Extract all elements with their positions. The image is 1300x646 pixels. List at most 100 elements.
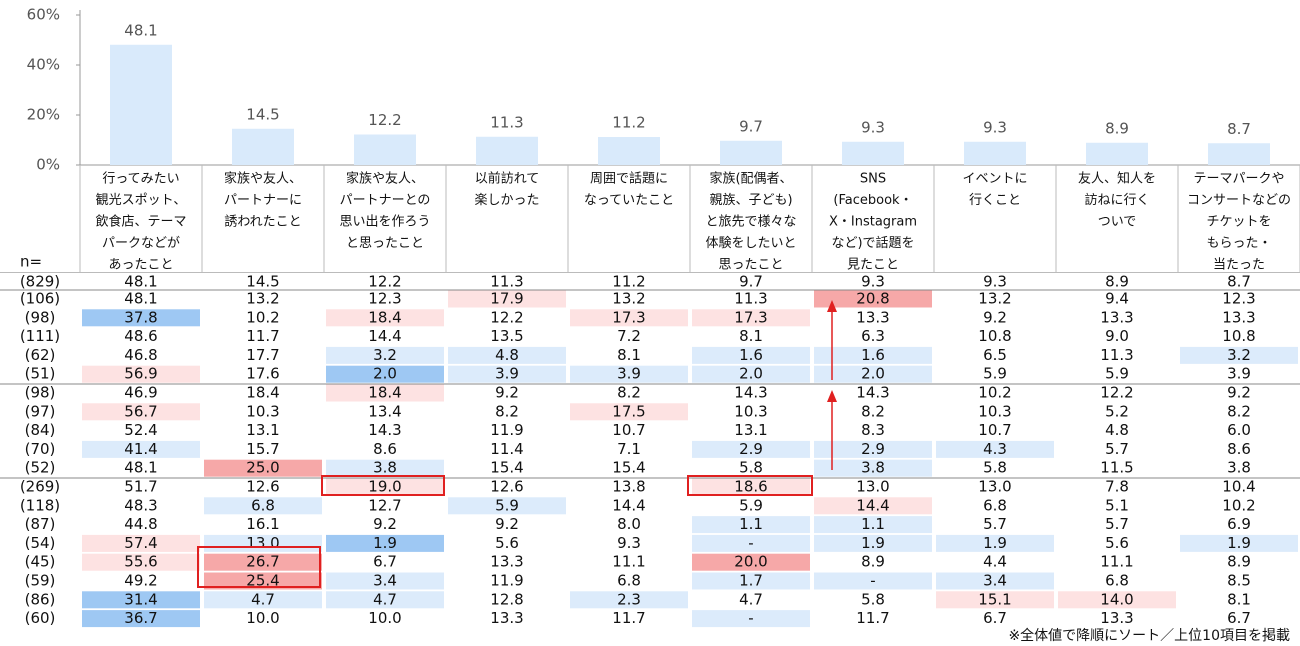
category-label: (Facebook・ — [833, 193, 912, 208]
cell: 25.4 — [246, 572, 279, 590]
total-cell: 11.3 — [490, 273, 523, 291]
cell: 56.7 — [124, 402, 157, 420]
total-cell: 11.2 — [612, 273, 645, 291]
cell: 15.7 — [246, 440, 279, 458]
cell: 13.3 — [1222, 308, 1255, 326]
cell-shade — [936, 572, 1054, 590]
cell-shade — [326, 591, 444, 609]
cell: 8.6 — [1227, 440, 1251, 458]
bar — [110, 44, 172, 165]
bar — [1208, 143, 1270, 165]
cell: 20.8 — [856, 290, 889, 308]
y-tick-label: 20% — [27, 106, 60, 124]
category-label: ついで — [1098, 215, 1137, 230]
category-label: チケットを — [1206, 215, 1271, 230]
cell-shade — [570, 309, 688, 327]
category-label: なっていたこと — [584, 193, 674, 208]
cell-shade — [82, 440, 200, 458]
cell: 5.7 — [1105, 515, 1129, 533]
cell-shade — [82, 534, 200, 552]
cell: 8.2 — [861, 402, 885, 420]
cell: 10.7 — [612, 421, 645, 439]
category-label: 思ったこと — [718, 258, 783, 273]
cell-shade — [692, 534, 810, 552]
cell: 8.9 — [861, 553, 885, 571]
cell-shade — [814, 365, 932, 383]
cell: 5.7 — [983, 515, 1007, 533]
row-n: (86) — [25, 590, 56, 608]
bar — [476, 136, 538, 165]
cell: 18.4 — [246, 384, 279, 402]
cell-shade — [814, 534, 932, 552]
cell-shade — [814, 459, 932, 477]
cell: 4.3 — [983, 440, 1007, 458]
cell: 12.8 — [490, 590, 523, 608]
category-label: X・Instagram — [829, 215, 917, 230]
row-n: (269) — [20, 478, 60, 496]
cell: - — [870, 572, 875, 590]
row-n: (118) — [20, 496, 60, 514]
cell: 11.4 — [490, 440, 523, 458]
cell: 6.8 — [983, 496, 1007, 514]
bar-value-label: 14.5 — [246, 105, 279, 123]
cell: 46.8 — [124, 346, 157, 364]
cell: 18.4 — [368, 308, 401, 326]
cell-shade — [814, 516, 932, 534]
cell: 8.9 — [1227, 553, 1251, 571]
cell: 9.2 — [373, 515, 397, 533]
bar — [1086, 142, 1148, 165]
cell: 5.6 — [495, 534, 519, 552]
row-n: (54) — [25, 534, 56, 552]
cell-shade — [692, 610, 810, 628]
cell: 8.2 — [1227, 402, 1251, 420]
cell-shade — [82, 309, 200, 327]
bar — [964, 141, 1026, 165]
cell: 11.9 — [490, 421, 523, 439]
cell-shade — [692, 553, 810, 571]
cell: 5.9 — [739, 496, 763, 514]
category-label: 家族や友人、 — [224, 171, 302, 187]
cell: 3.2 — [373, 346, 397, 364]
cell: 1.6 — [739, 346, 763, 364]
cell: 10.2 — [1222, 496, 1255, 514]
cell: 13.2 — [978, 290, 1011, 308]
row-n: (70) — [25, 440, 56, 458]
cell: 14.3 — [856, 384, 889, 402]
cell: 14.4 — [856, 496, 889, 514]
cell: 9.2 — [495, 515, 519, 533]
annotations — [197, 300, 837, 588]
cell: 2.0 — [373, 365, 397, 383]
arrow-head — [827, 390, 837, 402]
cell: 11.7 — [246, 327, 279, 345]
cell: 10.2 — [978, 384, 1011, 402]
cell: - — [748, 534, 753, 552]
cell: 8.5 — [1227, 572, 1251, 590]
cell-shade — [936, 440, 1054, 458]
cell: 15.4 — [490, 459, 523, 477]
category-label: 思い出を作ろう — [339, 215, 430, 230]
category-label: 観光スポット、 — [96, 193, 187, 208]
cell: 13.4 — [368, 402, 401, 420]
cell: 5.7 — [1105, 440, 1129, 458]
cell: 9.3 — [617, 534, 641, 552]
cell: 56.9 — [124, 365, 157, 383]
cell: 1.1 — [739, 515, 763, 533]
cell: 9.2 — [495, 384, 519, 402]
cell: 17.3 — [612, 308, 645, 326]
cell: 31.4 — [124, 590, 157, 608]
cell: 6.7 — [373, 553, 397, 571]
cell: 14.3 — [734, 384, 767, 402]
cell-shade — [692, 572, 810, 590]
cell: 13.3 — [1100, 308, 1133, 326]
category-label: SNS — [860, 172, 886, 187]
cell: 7.8 — [1105, 478, 1129, 496]
cell-shade — [692, 516, 810, 534]
cell: 13.0 — [246, 534, 279, 552]
bar-value-label: 9.3 — [983, 118, 1007, 136]
row-n: (62) — [25, 346, 56, 364]
cell: 25.0 — [246, 459, 279, 477]
cell-shade — [814, 346, 932, 364]
cell: 3.8 — [1227, 459, 1251, 477]
cell: 2.9 — [739, 440, 763, 458]
cell: 5.9 — [495, 496, 519, 514]
